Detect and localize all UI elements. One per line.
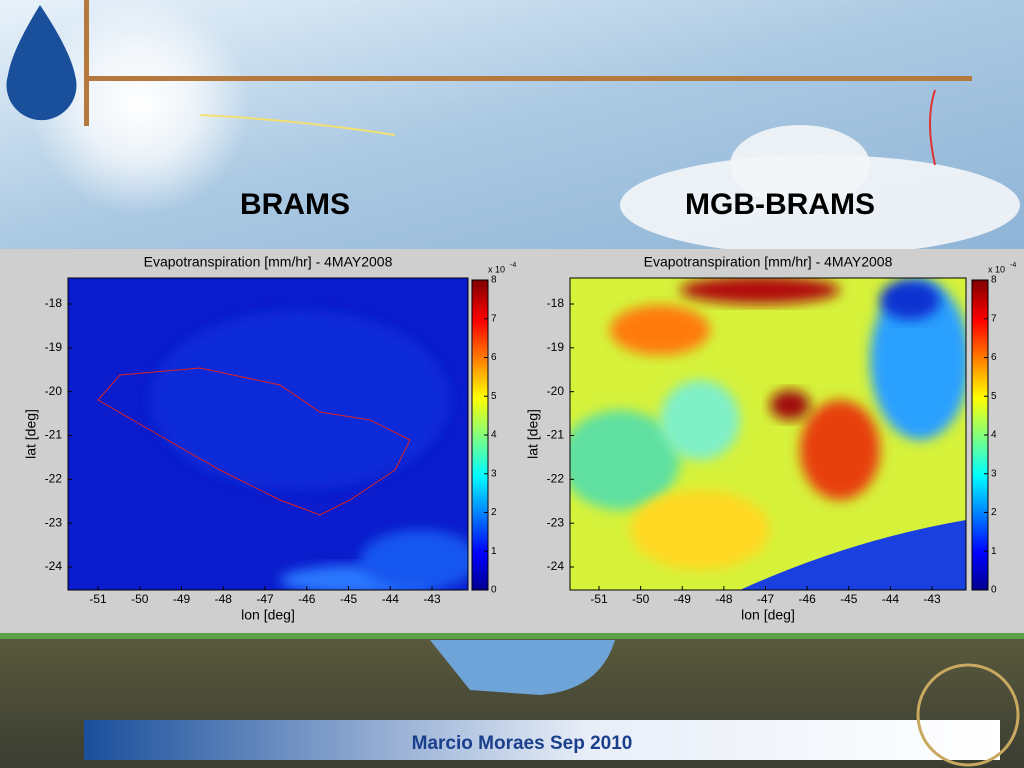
colorbar-tick-label: 3: [991, 468, 997, 479]
colorbar-tick-label: 3: [491, 468, 497, 479]
y-tick-label: -21: [45, 428, 63, 442]
colorbar-scale: x 10: [488, 264, 505, 274]
x-tick-label: -46: [798, 592, 816, 606]
lake: [430, 640, 615, 695]
y-tick-label: -18: [45, 296, 63, 310]
y-tick-label: -18: [547, 296, 565, 310]
cloud: [620, 155, 1020, 255]
x-tick-label: -48: [715, 592, 733, 606]
colorbar-tick-label: 2: [991, 507, 997, 518]
colorbar-tick-label: 0: [991, 585, 997, 596]
colorbar-scale: x 10: [988, 264, 1005, 274]
y-tick-label: -22: [45, 472, 63, 486]
y-tick-label: -20: [45, 384, 63, 398]
x-tick-label: -49: [173, 592, 191, 606]
x-tick-label: -50: [131, 592, 149, 606]
x-tick-label: -48: [215, 592, 233, 606]
x-tick-label: -43: [423, 592, 441, 606]
colorbar-tick-label: 7: [991, 313, 997, 324]
y-axis-label: lat [deg]: [525, 409, 541, 459]
x-tick-label: -51: [89, 592, 107, 606]
axes-frame: [67, 277, 469, 591]
colorbar-tick-label: 1: [491, 546, 497, 557]
x-tick-label: -44: [382, 592, 400, 606]
colorbar-tick-label: 4: [491, 430, 497, 441]
y-tick-label: -23: [45, 515, 63, 529]
rule: [84, 76, 972, 81]
y-tick-label: -19: [547, 340, 565, 354]
y-tick-label: -21: [547, 428, 565, 442]
colorbar-tick-label: 5: [491, 391, 497, 402]
sun-ray: [199, 114, 396, 136]
rule: [84, 0, 89, 126]
heatmap: [68, 278, 468, 590]
x-tick-label: -51: [590, 592, 608, 606]
arrow: [929, 89, 936, 166]
y-tick-label: -22: [547, 472, 565, 486]
axes-frame: [569, 277, 967, 591]
footer: Marcio Moraes Sep 2010: [412, 733, 633, 754]
grass: [0, 633, 1024, 639]
x-tick-label: -50: [632, 592, 650, 606]
x-tick-label: -45: [340, 592, 358, 606]
y-tick-label: -23: [547, 515, 565, 529]
x-tick-label: -45: [840, 592, 858, 606]
colorbar-tick-label: 7: [491, 313, 497, 324]
x-axis-label: lon [deg]: [241, 607, 295, 623]
colorbar-tick-label: 5: [991, 391, 997, 402]
y-tick-label: -24: [45, 559, 63, 573]
colorbar-tick-label: 4: [991, 430, 997, 441]
colorbar-tick-label: 1: [991, 546, 997, 557]
colorbar-tick-label: 8: [991, 275, 997, 286]
seal: [916, 663, 1020, 767]
y-axis-label: lat [deg]: [23, 409, 39, 459]
colorbar-exponent: -4: [510, 262, 516, 269]
colorbar-tick-label: 6: [491, 352, 497, 363]
footer-bar: [84, 720, 1000, 760]
y-tick-label: -20: [547, 384, 565, 398]
heading: MGB-BRAMS: [685, 188, 875, 221]
x-tick-label: -44: [882, 592, 900, 606]
logo: [6, 5, 77, 121]
colorbar-exponent: -4: [1010, 262, 1016, 269]
x-tick-label: -43: [923, 592, 941, 606]
x-axis-label: lon [deg]: [741, 607, 795, 623]
heading: BRAMS: [240, 188, 350, 221]
x-tick-label: -49: [674, 592, 692, 606]
colorbar-tick-label: 2: [491, 507, 497, 518]
x-tick-label: -47: [757, 592, 775, 606]
plot-title: Evapotranspiration [mm/hr] - 4MAY2008: [144, 254, 393, 270]
colorbar-tick-label: 8: [491, 275, 497, 286]
plot-title: Evapotranspiration [mm/hr] - 4MAY2008: [644, 254, 893, 270]
x-tick-label: -47: [256, 592, 274, 606]
y-tick-label: -24: [547, 559, 565, 573]
colorbar-tick-label: 0: [491, 585, 497, 596]
cloud: [730, 125, 870, 205]
x-tick-label: -46: [298, 592, 316, 606]
colorbar-tick-label: 6: [991, 352, 997, 363]
y-tick-label: -19: [45, 340, 63, 354]
heatmap: [570, 278, 966, 590]
